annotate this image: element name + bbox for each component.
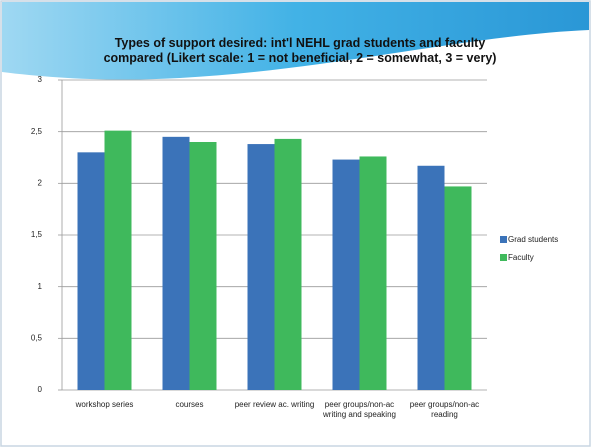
header-curve bbox=[249, 41, 590, 96]
bar bbox=[444, 186, 472, 390]
x-tick-label: courses bbox=[175, 400, 204, 409]
bar bbox=[332, 159, 360, 390]
bar bbox=[247, 144, 275, 390]
header-wave bbox=[2, 2, 589, 80]
legend-label: Grad students bbox=[508, 235, 559, 244]
bar bbox=[104, 130, 132, 390]
bar bbox=[189, 142, 217, 390]
x-tick-label: peer groups/non-ac writing and speaking bbox=[323, 400, 396, 419]
bar bbox=[274, 138, 302, 390]
y-tick-label: 2 bbox=[38, 178, 43, 187]
y-tick-label: 0 bbox=[38, 385, 43, 394]
x-tick-label: peer groups/non-ac reading bbox=[409, 400, 480, 419]
y-tick-label: 2,5 bbox=[31, 127, 43, 136]
bar bbox=[77, 152, 105, 390]
x-tick-label: workshop series bbox=[75, 400, 134, 409]
bar bbox=[359, 156, 387, 390]
y-tick-label: 0,5 bbox=[31, 333, 43, 342]
y-tick-label: 3 bbox=[38, 75, 43, 84]
bar bbox=[162, 136, 190, 390]
bar bbox=[417, 165, 445, 390]
chart-title: Types of support desired: int'l NEHL gra… bbox=[103, 36, 497, 65]
y-tick-label: 1,5 bbox=[31, 230, 43, 239]
legend-swatch bbox=[500, 236, 507, 243]
y-tick-label: 1 bbox=[38, 282, 43, 291]
legend-swatch bbox=[500, 254, 507, 261]
x-tick-label: peer review ac. writing bbox=[234, 400, 315, 409]
legend-label: Faculty bbox=[508, 253, 534, 262]
